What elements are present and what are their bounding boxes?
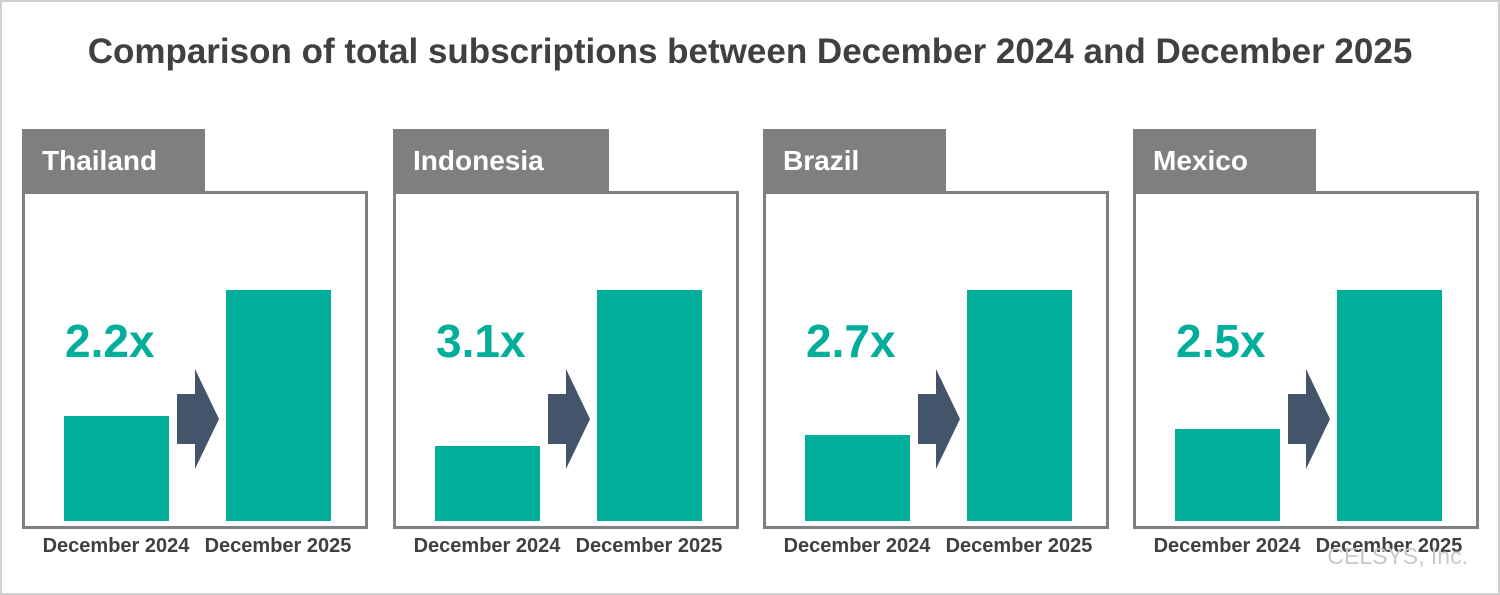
growth-ratio-label: 2.2x	[65, 315, 155, 367]
country-panel: Mexico 2.5x December 2024 December 2025	[1133, 129, 1479, 557]
x-label-december-2024: December 2024	[783, 535, 931, 557]
bar-december-2024	[435, 446, 540, 521]
x-label-december-2025: December 2025	[575, 535, 723, 557]
country-panel: Indonesia 3.1x December 2024 December 20…	[393, 129, 739, 557]
bar-december-2024	[64, 416, 169, 521]
x-label-december-2024: December 2024	[1153, 535, 1301, 557]
bar-december-2025	[226, 290, 331, 521]
x-label-december-2025: December 2025	[945, 535, 1093, 557]
bar-december-2025	[597, 290, 702, 521]
growth-ratio-label: 3.1x	[436, 315, 526, 367]
arrow-right-icon	[177, 369, 219, 469]
arrow-right-icon	[1288, 369, 1330, 469]
panel-title: Brazil	[763, 129, 946, 191]
bar-december-2024	[1175, 429, 1280, 521]
panel-title: Mexico	[1133, 129, 1316, 191]
growth-ratio-label: 2.7x	[806, 315, 896, 367]
bar-december-2024	[805, 435, 910, 521]
panel-title: Thailand	[22, 129, 205, 191]
source-credit: CELSYS, Inc.	[1327, 543, 1468, 569]
chart-title: Comparison of total subscriptions betwee…	[87, 32, 1413, 71]
country-panel: Thailand 2.2x December 2024 December 202…	[22, 129, 368, 557]
country-panel: Brazil 2.7x December 2024 December 2025	[763, 129, 1109, 557]
panel-title: Indonesia	[393, 129, 609, 191]
bar-december-2025	[1337, 290, 1442, 521]
arrow-right-icon	[918, 369, 960, 469]
x-label-december-2025: December 2025	[1315, 535, 1463, 557]
x-label-december-2024: December 2024	[42, 535, 190, 557]
arrow-right-icon	[548, 369, 590, 469]
panel-box: 2.5x December 2024 December 2025	[1133, 191, 1479, 557]
x-label-december-2024: December 2024	[413, 535, 561, 557]
panel-box: 2.2x December 2024 December 2025	[22, 191, 368, 557]
growth-ratio-label: 2.5x	[1176, 315, 1266, 367]
bar-december-2025	[967, 290, 1072, 521]
panel-box: 3.1x December 2024 December 2025	[393, 191, 739, 557]
x-label-december-2025: December 2025	[204, 535, 352, 557]
panel-box: 2.7x December 2024 December 2025	[763, 191, 1109, 557]
